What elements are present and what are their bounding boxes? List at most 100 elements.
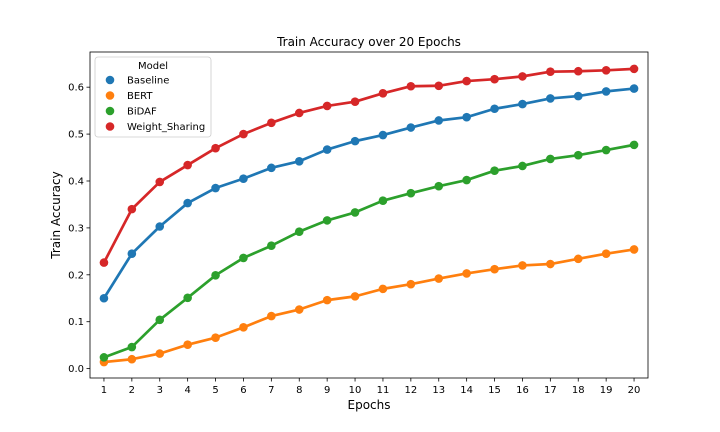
x-tick-label: 7 [268, 385, 274, 396]
series-line [102, 67, 635, 264]
y-axis: 0.0 0.1 0.2 0.3 0.4 0.5 0.6 [68, 83, 90, 375]
data-point [462, 269, 471, 278]
data-point [267, 311, 276, 321]
data-point [294, 156, 304, 166]
data-point [573, 66, 583, 76]
legend-label: BiDAF [127, 107, 157, 118]
data-point [211, 333, 220, 342]
data-point [406, 81, 416, 91]
legend-title: Model [138, 61, 168, 72]
data-point [99, 353, 109, 362]
series-line [102, 87, 635, 299]
x-tick-label: 2 [129, 385, 135, 396]
series-line [103, 143, 635, 359]
data-point [239, 129, 248, 139]
data-point [378, 88, 388, 98]
data-point [518, 161, 527, 171]
y-tick-label: 0.2 [68, 270, 84, 281]
x-tick-label: 11 [377, 385, 390, 396]
data-point [155, 222, 165, 231]
data-point [267, 163, 276, 173]
y-tick-label: 0.1 [68, 317, 84, 328]
data-point [518, 99, 527, 109]
data-point [518, 261, 527, 270]
x-tick-label: 18 [572, 385, 585, 396]
data-point [601, 145, 611, 155]
x-axis: 1 2 3 4 5 6 7 8 9 10 11 12 13 14 15 16 17 18 19 20 [101, 378, 640, 396]
data-point [350, 97, 360, 107]
x-tick-label: 1 [101, 385, 107, 396]
data-point [462, 76, 471, 86]
data-point [99, 293, 109, 303]
data-point [378, 196, 388, 205]
x-tick-label: 12 [404, 385, 417, 396]
data-point [490, 104, 499, 114]
x-tick-label: 3 [157, 385, 163, 396]
legend-label: Baseline [127, 76, 169, 87]
y-tick-label: 0.5 [68, 130, 84, 141]
data-point [350, 292, 360, 301]
data-point [546, 94, 555, 103]
data-point [434, 116, 444, 125]
data-point [601, 249, 611, 258]
data-point [294, 108, 304, 118]
plot-area [99, 64, 639, 367]
data-point [350, 136, 360, 146]
series-bert [99, 245, 639, 367]
x-tick-label: 15 [488, 385, 501, 396]
legend-marker [105, 106, 115, 116]
legend-items: Baseline BERT BiDAF Weight_Sharing [105, 75, 205, 133]
chart-title: Train Accuracy over 20 Epochs [276, 35, 461, 49]
data-point [546, 259, 555, 269]
x-tick-label: 19 [600, 385, 613, 396]
data-point [267, 241, 276, 251]
data-point [462, 112, 471, 122]
data-point [294, 227, 304, 236]
legend-label: Weight_Sharing [127, 122, 205, 133]
data-point [127, 204, 137, 214]
x-tick-label: 8 [296, 385, 302, 396]
data-point [573, 150, 583, 160]
data-point [127, 249, 137, 258]
data-point [601, 65, 611, 75]
axes-frame [89, 51, 649, 379]
data-point [155, 315, 165, 325]
data-point [629, 84, 639, 93]
y-axis-label: Train Accuracy [49, 171, 63, 259]
legend-marker [105, 91, 115, 100]
data-point [127, 354, 137, 364]
legend: Model Baseline BERT BiDAF Weight_Sharing [94, 56, 212, 138]
x-tick-label: 4 [184, 385, 190, 396]
data-point [546, 154, 555, 164]
x-tick-label: 9 [324, 385, 330, 396]
y-tick-label: 0.4 [68, 176, 84, 187]
data-point [211, 143, 220, 153]
data-point [322, 295, 332, 305]
data-point [406, 279, 416, 289]
data-point [490, 264, 499, 274]
data-point [629, 140, 639, 150]
data-point [629, 245, 639, 254]
x-tick-label: 14 [460, 385, 473, 396]
x-tick-label: 16 [516, 385, 529, 396]
data-point [322, 145, 332, 154]
y-tick-label: 0.0 [68, 364, 84, 375]
y-tick-label: 0.6 [68, 83, 84, 94]
data-point [490, 74, 499, 84]
data-point [350, 208, 360, 217]
data-point [183, 293, 192, 303]
data-point [211, 270, 220, 280]
data-point [378, 284, 388, 294]
data-point [378, 130, 388, 140]
data-point [434, 81, 444, 91]
legend-label: BERT [127, 91, 153, 102]
series-baseline [99, 84, 639, 303]
legend-marker [105, 75, 115, 85]
data-point [406, 123, 416, 132]
series-bidaf [99, 140, 639, 362]
data-point [239, 253, 248, 263]
data-point [629, 64, 639, 74]
data-point [211, 183, 220, 193]
series-weight-sharing [99, 64, 639, 267]
